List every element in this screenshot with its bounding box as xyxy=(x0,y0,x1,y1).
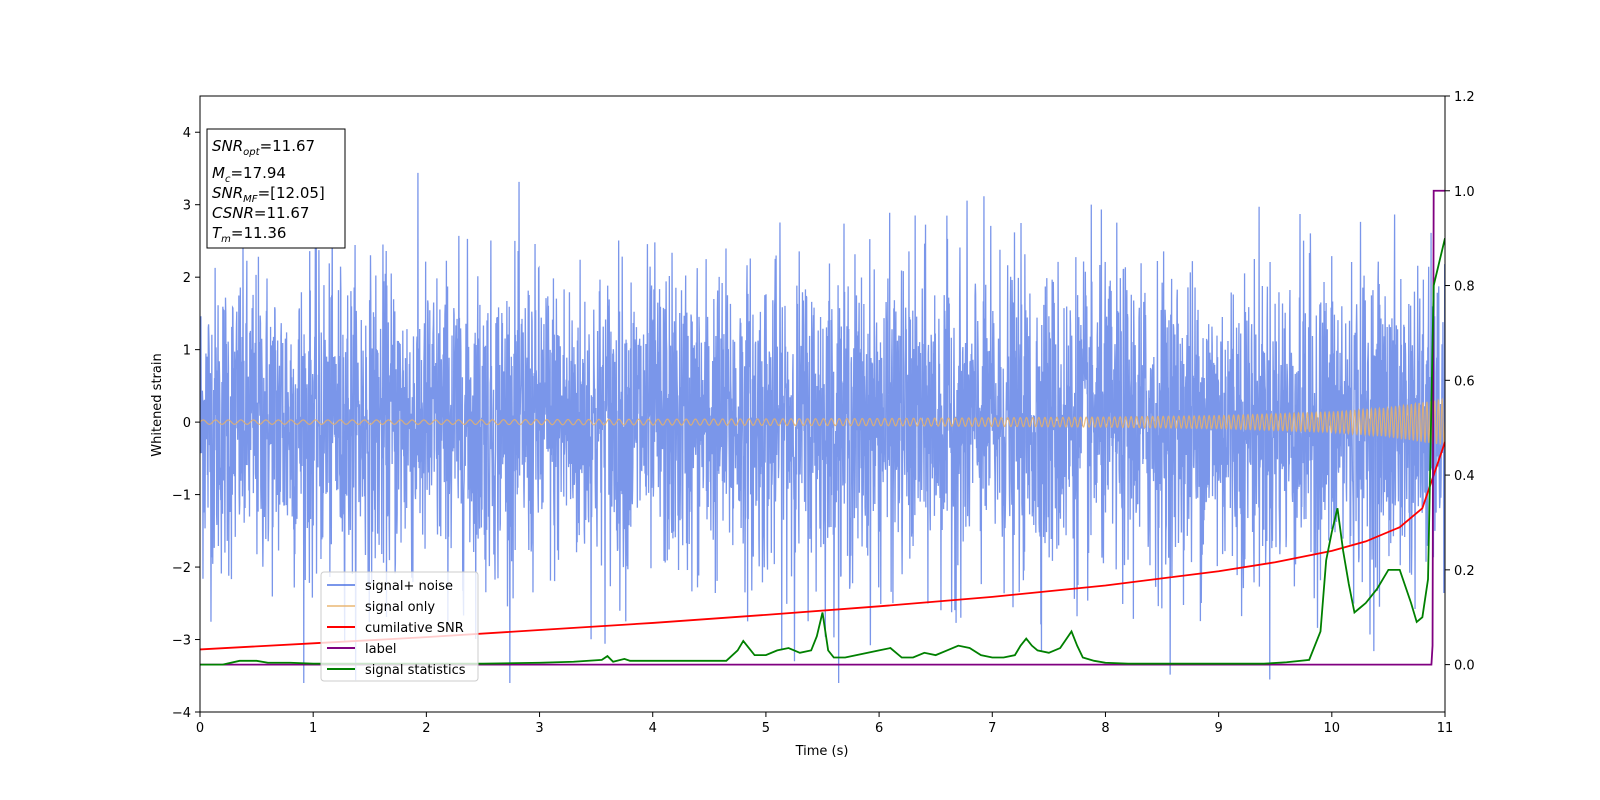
y-tick-label: −3 xyxy=(172,634,191,649)
x-axis-label: Time (s) xyxy=(795,744,849,759)
annotation-csnr: CSNR=11.67 xyxy=(212,204,309,222)
y-axis-left: −4 −3 −2 −1 0 1 2 3 4 xyxy=(172,126,200,721)
series-signal-statistics-line xyxy=(200,237,1445,666)
y-tick-label: 4 xyxy=(183,126,191,141)
y-axis-right: 0.0 0.2 0.4 0.6 0.8 1.0 1.2 xyxy=(1445,90,1475,674)
series-cumilative-snr-line xyxy=(200,441,1445,651)
svg-text:label: label xyxy=(365,642,396,657)
svg-text:signal only: signal only xyxy=(365,600,435,615)
x-tick-label: 10 xyxy=(1324,721,1341,736)
svg-text:cumilative SNR: cumilative SNR xyxy=(365,621,464,636)
x-tick-label: 1 xyxy=(309,721,317,736)
legend-entry-label: label xyxy=(327,642,396,657)
series-label-line xyxy=(200,189,1445,666)
x-tick-label: 6 xyxy=(875,721,883,736)
series-signal-noise-line xyxy=(200,172,1445,684)
x-tick-label: 8 xyxy=(1101,721,1109,736)
x-tick-label: 5 xyxy=(762,721,770,736)
x-axis: 0 1 2 3 4 5 6 7 8 9 10 11 xyxy=(196,712,1453,736)
y-right-tick-label: 0.6 xyxy=(1454,374,1475,389)
legend-entry-signal-noise: signal+ noise xyxy=(327,579,453,594)
annotation-mc: Mc=17.94 xyxy=(212,164,286,185)
y-tick-label: −1 xyxy=(172,489,191,504)
y-tick-label: 1 xyxy=(183,344,191,359)
x-tick-label: 11 xyxy=(1437,721,1454,736)
plot-area xyxy=(200,172,1445,684)
y-right-tick-label: 0.0 xyxy=(1454,659,1475,674)
annotation-box: SNRopt=11.67 Mc=17.94 SNRMF=[12.05] CSNR… xyxy=(206,128,346,249)
legend-entry-cumilative-snr: cumilative SNR xyxy=(327,621,464,636)
series-signal-only-line xyxy=(200,397,1445,446)
x-tick-label: 9 xyxy=(1214,721,1222,736)
annotation-tm: Tm=11.36 xyxy=(212,224,286,245)
x-tick-label: 4 xyxy=(649,721,657,736)
y-tick-label: −4 xyxy=(172,706,191,721)
svg-text:signal+ noise: signal+ noise xyxy=(365,579,453,594)
legend-entry-signal-statistics: signal statistics xyxy=(327,663,466,678)
x-tick-label: 0 xyxy=(196,721,204,736)
y-axis-label: Whitened strain xyxy=(150,353,165,456)
y-tick-label: −2 xyxy=(172,561,191,576)
y-right-tick-label: 0.2 xyxy=(1454,564,1475,579)
y-tick-label: 2 xyxy=(183,271,191,286)
axes-frame xyxy=(199,95,1446,713)
y-right-tick-label: 0.8 xyxy=(1454,280,1475,295)
legend-entry-signal-only: signal only xyxy=(327,600,435,615)
x-tick-label: 7 xyxy=(988,721,996,736)
y-right-tick-label: 0.4 xyxy=(1454,469,1475,484)
legend: signal+ noise signal only cumilative SNR… xyxy=(320,571,479,682)
y-tick-label: 0 xyxy=(183,416,191,431)
annotation-snr-opt: SNRopt=11.67 xyxy=(212,137,315,158)
x-tick-label: 2 xyxy=(422,721,430,736)
y-right-tick-label: 1.2 xyxy=(1454,90,1475,105)
y-tick-label: 3 xyxy=(183,199,191,214)
x-tick-label: 3 xyxy=(535,721,543,736)
y-right-tick-label: 1.0 xyxy=(1454,185,1475,200)
annotation-snr-mf: SNRMF=[12.05] xyxy=(212,184,325,205)
svg-text:signal statistics: signal statistics xyxy=(365,663,466,678)
